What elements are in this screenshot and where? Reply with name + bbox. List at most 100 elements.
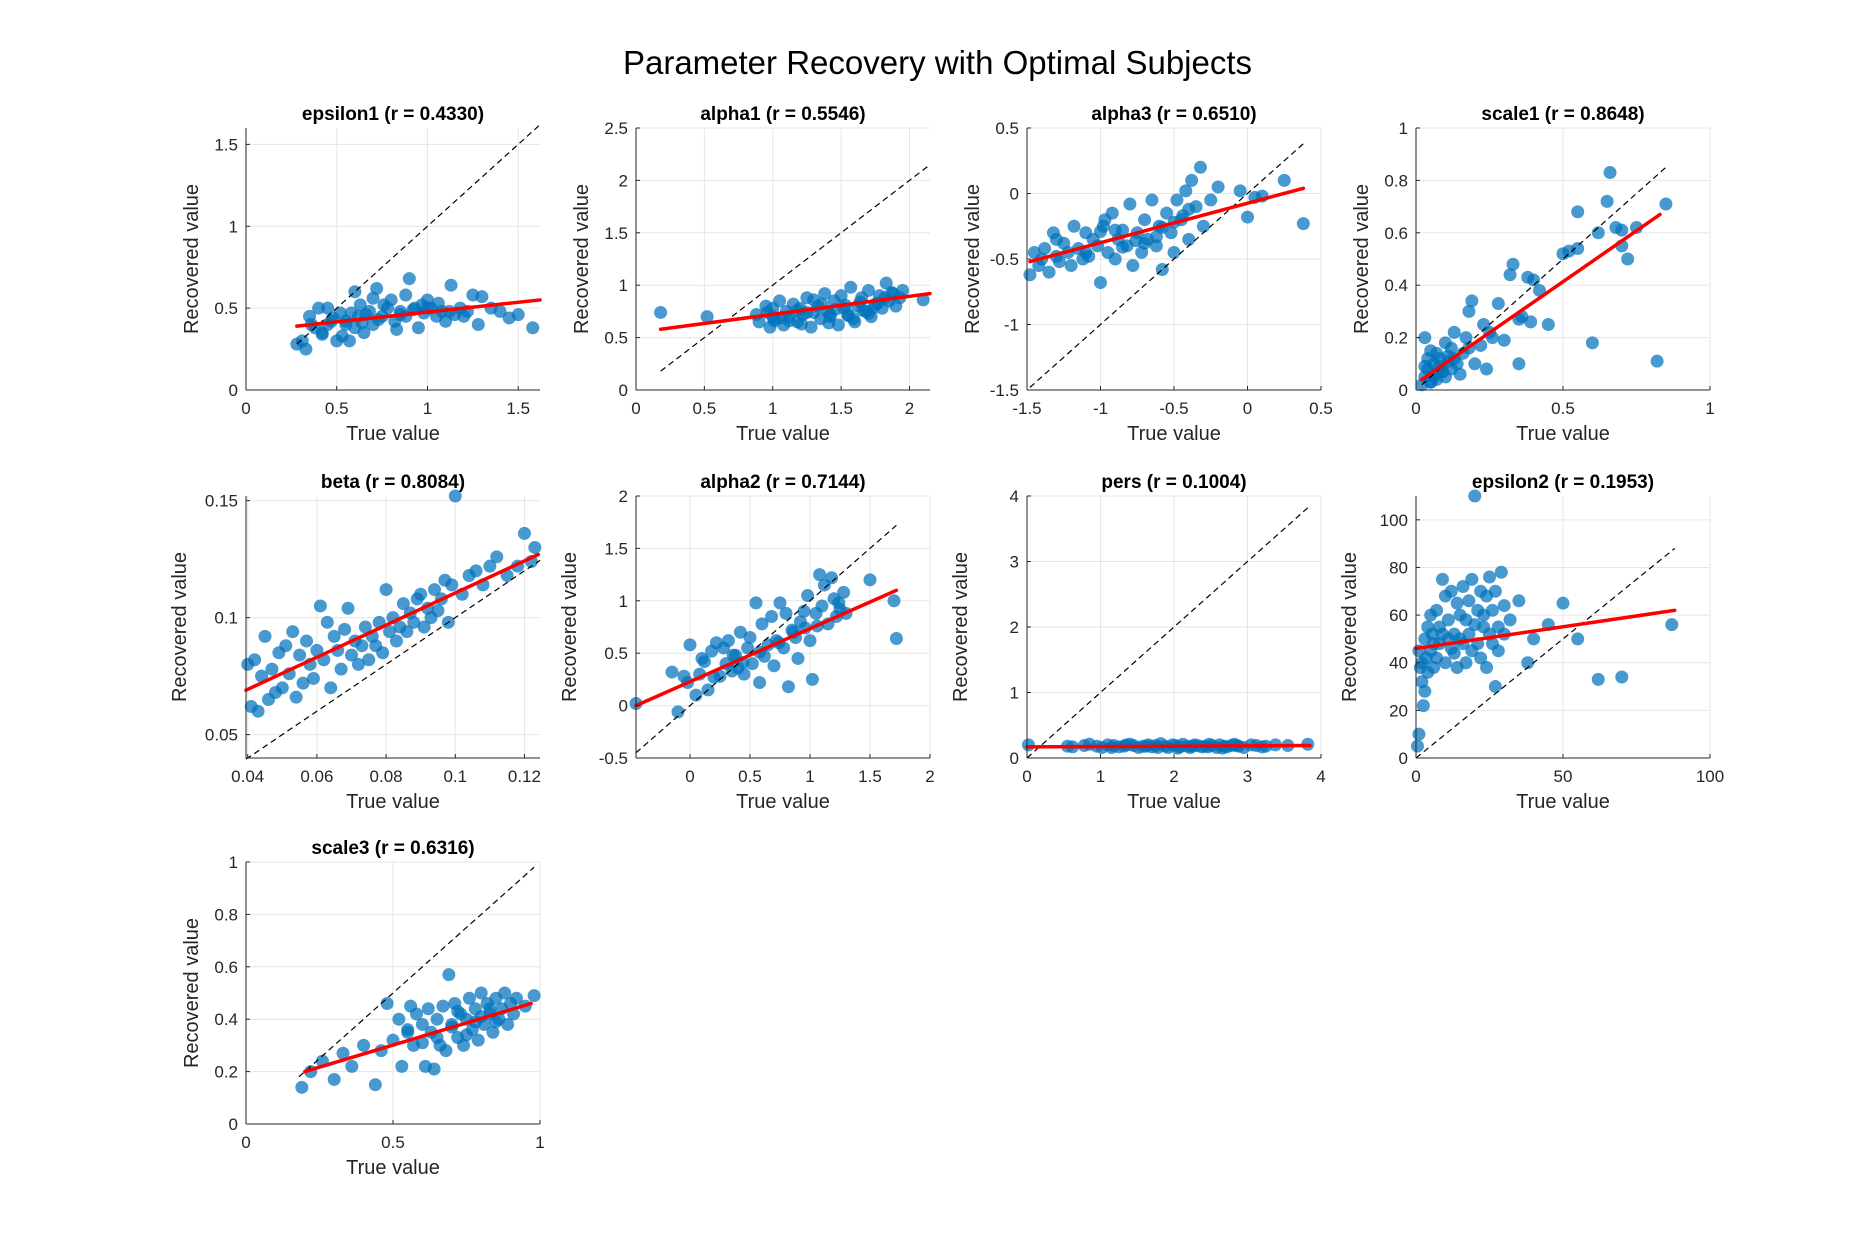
y-tick-label: 0.2 xyxy=(1384,329,1408,348)
y-tick-label: 1.5 xyxy=(214,135,238,154)
data-point xyxy=(1512,357,1526,371)
data-point xyxy=(1503,613,1517,627)
data-point xyxy=(255,669,269,683)
x-tick-label: 0.5 xyxy=(1551,399,1575,418)
plot-area xyxy=(636,496,930,758)
y-tick-label: 20 xyxy=(1389,701,1408,720)
x-tick-label: 1 xyxy=(805,767,814,786)
data-point xyxy=(767,659,781,673)
x-tick-label: 1.5 xyxy=(506,399,530,418)
data-point xyxy=(353,298,367,312)
data-point xyxy=(509,991,523,1005)
data-point xyxy=(791,651,805,665)
data-point xyxy=(1485,603,1499,617)
y-tick-label: 1 xyxy=(229,217,238,236)
x-tick-label: -1 xyxy=(1093,399,1108,418)
identity-line xyxy=(1029,143,1304,388)
x-tick-label: -0.5 xyxy=(1159,399,1188,418)
data-point xyxy=(1483,570,1496,584)
data-point xyxy=(654,305,668,319)
y-tick-label: 1 xyxy=(619,276,628,295)
x-axis-label: True value xyxy=(346,423,440,445)
subplot-4: 0 0.5 1 0 0.2 0.4 0.6 0.8 1 scale1 (r = 0.8648) Tr… xyxy=(1351,104,1715,445)
subplot-1: 0 0.5 1 1.5 0 0.5 1 1.5 epsilon1 (r = 0.4330) Tru… xyxy=(181,104,542,445)
y-axis-label: Recovered value xyxy=(181,918,203,1068)
data-point xyxy=(341,601,355,615)
data-point xyxy=(1512,594,1526,608)
identity-line xyxy=(1415,547,1676,759)
data-point xyxy=(265,662,279,676)
data-point xyxy=(376,646,390,660)
data-point xyxy=(1277,173,1291,187)
data-point xyxy=(396,597,410,611)
data-point xyxy=(1524,315,1538,329)
identity-line xyxy=(1421,166,1667,386)
data-point xyxy=(439,1044,453,1058)
subplot-title: beta (r = 0.8084) xyxy=(321,472,465,493)
x-tick-label: 50 xyxy=(1554,767,1573,786)
data-point xyxy=(1129,234,1143,248)
data-point xyxy=(1108,223,1122,237)
data-point xyxy=(1591,672,1605,686)
data-point xyxy=(721,634,735,648)
data-point xyxy=(475,290,489,304)
data-point xyxy=(275,681,289,695)
data-point xyxy=(1098,213,1112,227)
y-tick-label: 40 xyxy=(1389,654,1408,673)
data-point xyxy=(430,1012,444,1026)
data-point xyxy=(1447,325,1461,339)
data-point xyxy=(1468,357,1482,371)
y-tick-label: 2 xyxy=(1010,618,1019,637)
data-point xyxy=(448,489,462,503)
x-axis-label: True value xyxy=(1516,791,1610,813)
y-tick-label: 1.5 xyxy=(604,224,628,243)
data-point xyxy=(389,634,403,648)
data-point xyxy=(1480,660,1494,674)
y-tick-label: 0 xyxy=(619,381,628,400)
x-tick-label: 2 xyxy=(925,767,934,786)
subplot-5: 0.04 0.06 0.08 0.1 0.12 0.05 0.1 0.15 beta (r = … xyxy=(169,472,542,813)
fit-line xyxy=(1414,608,1677,651)
data-point xyxy=(1459,331,1473,345)
data-point xyxy=(379,583,393,597)
fit-line xyxy=(1025,743,1312,749)
x-tick-label: 0.1 xyxy=(443,767,467,786)
x-tick-label: 100 xyxy=(1696,767,1724,786)
data-point xyxy=(683,638,697,652)
data-point xyxy=(471,318,485,331)
data-point xyxy=(501,1017,515,1031)
y-tick-label: 1 xyxy=(229,853,238,872)
data-point xyxy=(1571,632,1585,646)
y-tick-label: 0 xyxy=(1010,749,1019,768)
data-point xyxy=(837,585,851,599)
y-tick-label: 0.1 xyxy=(214,609,238,628)
data-point xyxy=(457,1038,471,1052)
y-tick-label: 0 xyxy=(1010,185,1019,204)
data-point xyxy=(407,615,421,629)
data-point xyxy=(752,315,766,329)
x-axis-label: True value xyxy=(346,791,440,813)
x-tick-label: 0 xyxy=(685,767,694,786)
y-axis-label: Recovered value xyxy=(181,184,203,334)
data-point xyxy=(445,578,459,592)
data-point xyxy=(1527,273,1541,287)
data-point xyxy=(1615,670,1629,684)
data-point xyxy=(251,704,265,718)
y-tick-label: 1 xyxy=(1010,684,1019,703)
data-point xyxy=(436,999,450,1013)
data-point xyxy=(818,287,832,301)
subplot-title: alpha1 (r = 0.5546) xyxy=(700,104,865,125)
data-point xyxy=(1491,297,1505,311)
y-tick-label: 0 xyxy=(1399,381,1408,400)
y-tick-label: 1 xyxy=(1399,119,1408,138)
x-tick-label: 0 xyxy=(631,399,640,418)
data-point xyxy=(427,1062,441,1076)
data-point xyxy=(1462,594,1476,608)
subplot-title: scale3 (r = 0.6316) xyxy=(311,838,474,859)
x-tick-label: 0 xyxy=(1411,399,1420,418)
x-tick-label: 2 xyxy=(905,399,914,418)
data-point xyxy=(726,648,740,662)
data-point xyxy=(741,641,755,655)
data-point xyxy=(1541,318,1555,331)
x-tick-label: 0.08 xyxy=(370,767,403,786)
